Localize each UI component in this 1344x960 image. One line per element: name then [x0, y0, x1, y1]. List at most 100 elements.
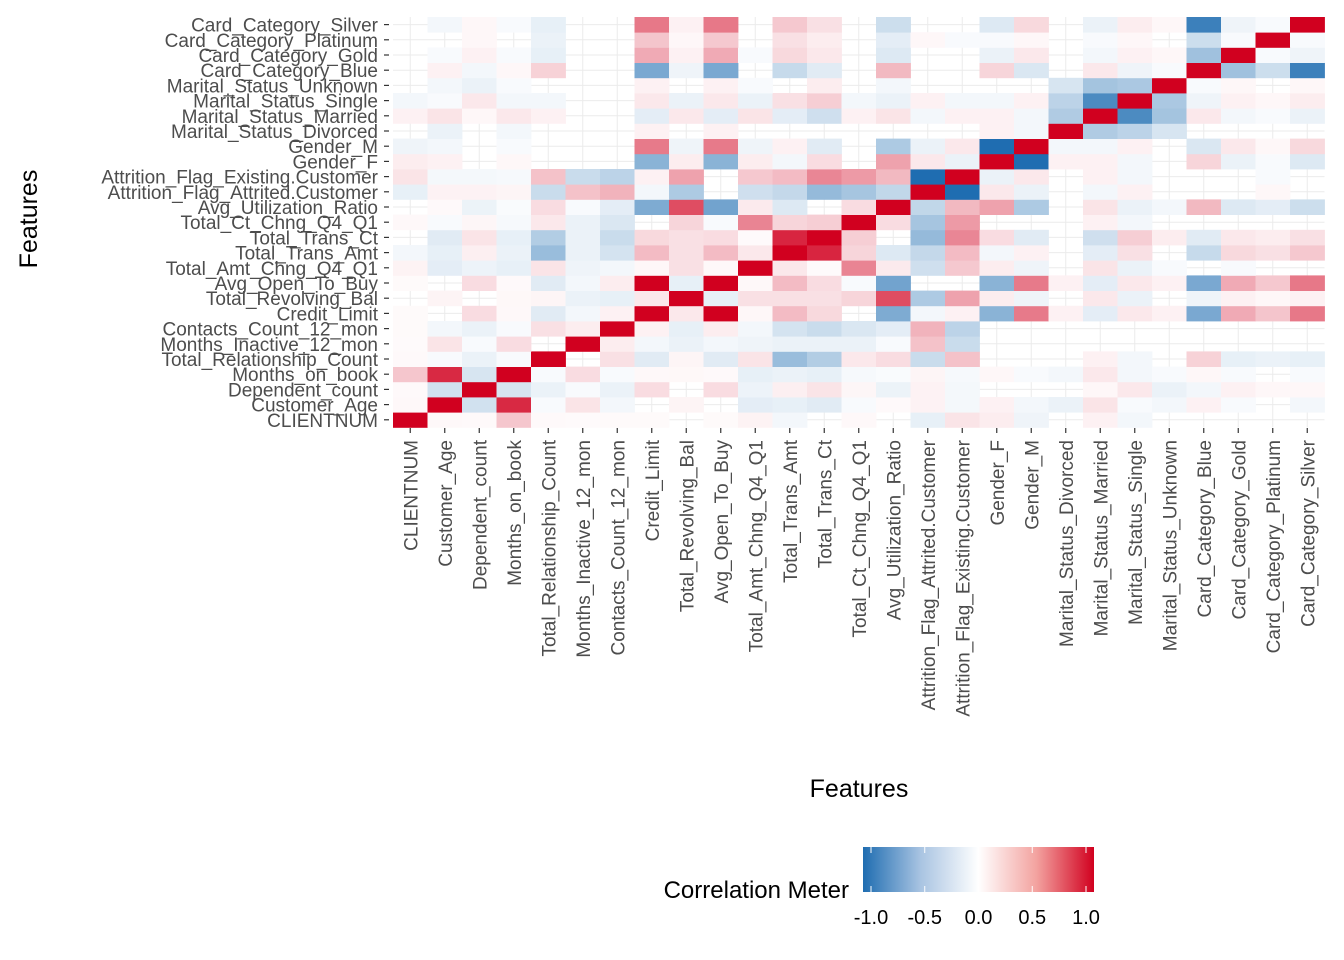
heatmap-cell — [565, 290, 601, 307]
heatmap-cell — [1083, 214, 1118, 231]
y-tick-label: Attrition_Flag_Attrited.Customer — [108, 183, 379, 204]
heatmap-cell — [531, 351, 566, 367]
heatmap-cell — [910, 260, 946, 276]
heatmap-cell — [945, 336, 980, 352]
heatmap-cell — [462, 17, 497, 33]
heatmap-cell — [703, 77, 739, 94]
x-tick-label: Card_Category_Blue — [1195, 440, 1216, 617]
heatmap-cell — [496, 123, 532, 139]
legend-title: Correlation Meter — [664, 877, 849, 904]
heatmap-cell — [910, 321, 946, 337]
heatmap-cell — [1290, 17, 1325, 33]
heatmap-cell — [910, 397, 946, 413]
heatmap-cell — [1186, 351, 1222, 367]
heatmap-cell — [1152, 199, 1187, 215]
heatmap-cell — [703, 138, 739, 155]
heatmap-cell — [496, 336, 532, 352]
heatmap-cell — [565, 169, 601, 185]
x-tick-label: Gender_M — [1022, 440, 1043, 530]
heatmap-cell — [427, 93, 463, 109]
y-tick-label: Credit_Limit — [277, 304, 379, 325]
heatmap-cell — [1186, 47, 1222, 63]
heatmap-cell — [979, 397, 1015, 413]
heatmap-cell — [634, 138, 670, 155]
heatmap-cell — [1117, 123, 1153, 139]
heatmap-cell — [876, 77, 911, 94]
x-tick-label: Total_Revolving_Bal — [677, 440, 698, 612]
heatmap-cell — [1014, 108, 1049, 124]
heatmap-cell — [703, 366, 739, 383]
heatmap-cell — [945, 351, 980, 367]
heatmap-cell — [703, 214, 739, 231]
heatmap-cell — [807, 184, 842, 200]
heatmap-cell — [738, 275, 773, 291]
heatmap-cell — [462, 93, 497, 109]
heatmap-cell — [945, 214, 980, 231]
heatmap-cell — [1255, 93, 1291, 109]
heatmap-cell — [496, 169, 532, 185]
heatmap-cell — [703, 260, 739, 276]
x-tick-label: Attrition_Flag_Attrited.Customer — [919, 439, 940, 710]
heatmap-cell — [910, 245, 946, 261]
heatmap-cell — [1117, 381, 1153, 398]
heatmap-cell — [600, 169, 635, 185]
heatmap-cell — [945, 260, 980, 276]
heatmap-cell — [1014, 245, 1049, 261]
heatmap-cell — [1048, 123, 1084, 139]
heatmap-cell — [772, 153, 808, 170]
heatmap-cell — [1014, 184, 1049, 200]
y-tick-label: Total_Trans_Amt — [235, 244, 379, 265]
x-axis-title: Features — [810, 775, 909, 803]
legend-colorbar — [863, 847, 1094, 892]
heatmap-cell — [910, 336, 946, 352]
heatmap-cell — [1290, 397, 1325, 413]
heatmap-cell — [841, 275, 877, 291]
heatmap-cell — [496, 214, 532, 231]
heatmap-cell — [496, 260, 532, 276]
heatmap-cell — [1083, 108, 1118, 124]
heatmap-cell — [1255, 138, 1291, 155]
heatmap-cell — [1152, 260, 1187, 276]
heatmap-cell — [669, 93, 704, 109]
heatmap-cell — [738, 229, 773, 246]
heatmap-cell — [1290, 290, 1325, 307]
heatmap-cell — [1221, 199, 1256, 215]
heatmap-cell — [703, 245, 739, 261]
heatmap-cell — [1290, 153, 1325, 170]
heatmap-cell — [1117, 351, 1153, 367]
legend-tick-label: 0.0 — [965, 907, 993, 929]
heatmap-cell — [807, 381, 842, 398]
heatmap-cell — [1117, 77, 1153, 94]
heatmap-cell — [496, 412, 532, 428]
heatmap-cell — [1255, 275, 1291, 291]
heatmap-cell — [876, 138, 911, 155]
heatmap-cell — [1186, 305, 1222, 322]
heatmap-cell — [876, 32, 911, 48]
heatmap-cell — [427, 169, 463, 185]
heatmap-cell — [600, 305, 635, 322]
heatmap-cell — [979, 169, 1015, 185]
heatmap-cell — [427, 366, 463, 383]
heatmap-cell — [910, 351, 946, 367]
heatmap-cell — [1221, 153, 1256, 170]
heatmap-cell — [565, 366, 601, 383]
heatmap-cell — [565, 336, 601, 352]
y-tick-label: Marital_Status_Divorced — [171, 122, 378, 143]
heatmap-cell — [1255, 305, 1291, 322]
heatmap-cell — [1117, 153, 1153, 170]
heatmap-cell — [841, 93, 877, 109]
y-tick-label: Contacts_Count_12_mon — [163, 320, 378, 341]
heatmap-cell — [945, 366, 980, 383]
y-tick-label: Marital_Status_Unknown — [167, 76, 378, 97]
heatmap-cell — [1255, 32, 1291, 48]
heatmap-cell — [772, 93, 808, 109]
heatmap-cell — [634, 275, 670, 291]
heatmap-cell — [531, 305, 566, 322]
heatmap-cell — [876, 93, 911, 109]
heatmap-cell — [1048, 305, 1084, 322]
heatmap-cell — [1083, 169, 1118, 185]
heatmap-cell — [807, 290, 842, 307]
heatmap-cell — [496, 321, 532, 337]
heatmap-cell — [738, 412, 773, 428]
heatmap-cell — [945, 169, 980, 185]
